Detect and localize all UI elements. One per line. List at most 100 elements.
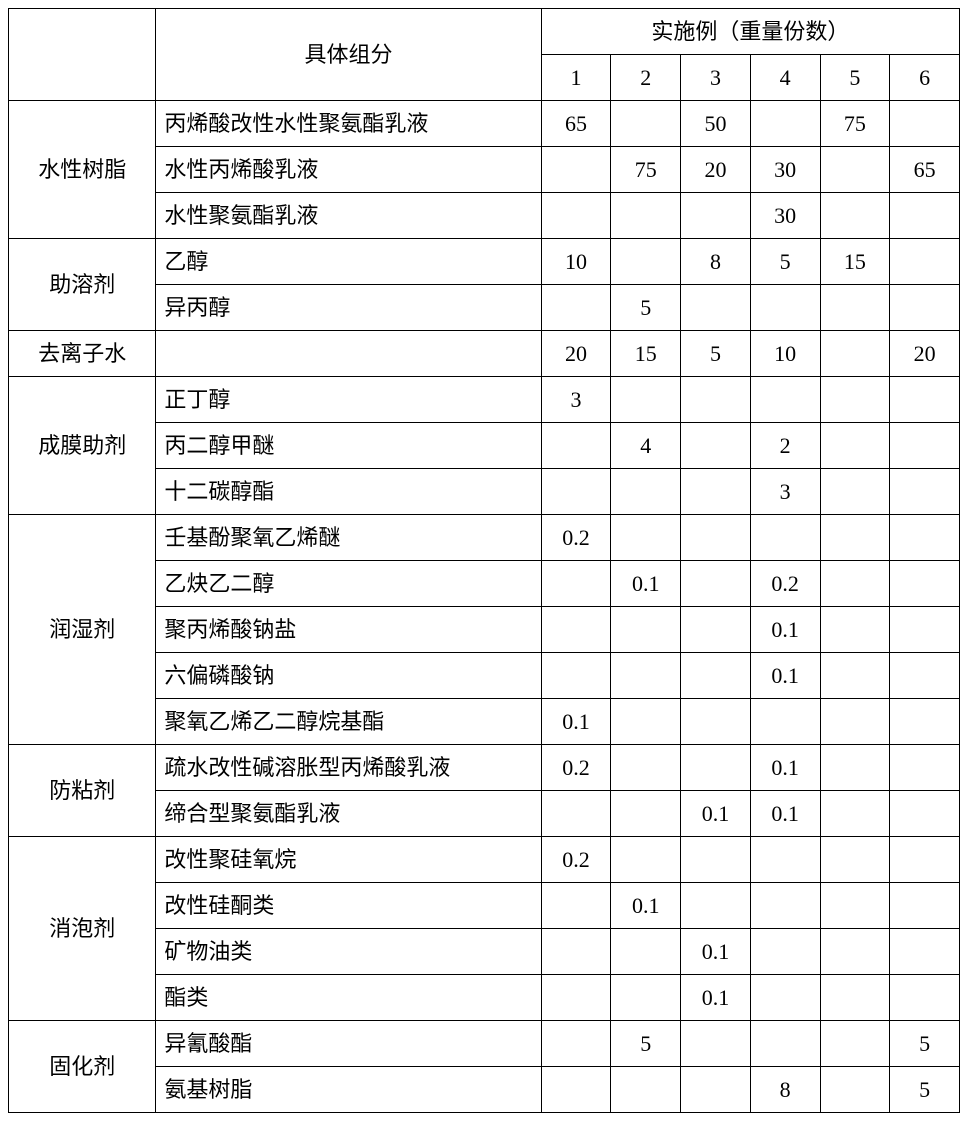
table-body: 水性树脂丙烯酸改性水性聚氨酯乳液655075水性丙烯酸乳液75203065水性聚… (9, 101, 960, 1113)
value-cell: 20 (541, 331, 611, 377)
table-row: 去离子水201551020 (9, 331, 960, 377)
value-cell: 5 (890, 1067, 960, 1113)
value-cell: 50 (681, 101, 751, 147)
component-cell: 水性丙烯酸乳液 (156, 147, 541, 193)
table-row: 水性树脂丙烯酸改性水性聚氨酯乳液655075 (9, 101, 960, 147)
value-cell: 3 (541, 377, 611, 423)
value-cell (820, 515, 890, 561)
value-cell (611, 975, 681, 1021)
component-cell: 缔合型聚氨酯乳液 (156, 791, 541, 837)
component-cell: 丙烯酸改性水性聚氨酯乳液 (156, 101, 541, 147)
value-cell (681, 561, 751, 607)
value-cell (611, 101, 681, 147)
value-cell (820, 929, 890, 975)
value-cell (681, 285, 751, 331)
header-examples: 实施例（重量份数） (541, 9, 959, 55)
value-cell: 10 (750, 331, 820, 377)
value-cell: 15 (820, 239, 890, 285)
header-col-4: 4 (750, 55, 820, 101)
value-cell (611, 745, 681, 791)
value-cell (750, 929, 820, 975)
value-cell: 20 (681, 147, 751, 193)
header-col-1: 1 (541, 55, 611, 101)
value-cell (681, 1021, 751, 1067)
value-cell (750, 101, 820, 147)
component-cell: 改性聚硅氧烷 (156, 837, 541, 883)
value-cell (890, 607, 960, 653)
component-cell: 矿物油类 (156, 929, 541, 975)
value-cell: 0.1 (541, 699, 611, 745)
value-cell (681, 377, 751, 423)
value-cell: 15 (611, 331, 681, 377)
value-cell (681, 699, 751, 745)
value-cell (820, 883, 890, 929)
value-cell: 10 (541, 239, 611, 285)
value-cell (541, 607, 611, 653)
value-cell (681, 469, 751, 515)
table-row: 成膜助剂正丁醇3 (9, 377, 960, 423)
value-cell (681, 745, 751, 791)
value-cell: 3 (750, 469, 820, 515)
value-cell (890, 561, 960, 607)
category-cell: 消泡剂 (9, 837, 156, 1021)
component-cell: 疏水改性碱溶胀型丙烯酸乳液 (156, 745, 541, 791)
value-cell (681, 1067, 751, 1113)
value-cell: 0.1 (611, 561, 681, 607)
value-cell (890, 791, 960, 837)
value-cell (890, 193, 960, 239)
value-cell (750, 883, 820, 929)
value-cell (890, 699, 960, 745)
value-cell: 0.2 (541, 837, 611, 883)
value-cell: 4 (611, 423, 681, 469)
value-cell: 0.1 (750, 791, 820, 837)
component-cell: 聚丙烯酸钠盐 (156, 607, 541, 653)
value-cell: 5 (611, 285, 681, 331)
category-cell: 助溶剂 (9, 239, 156, 331)
value-cell (681, 837, 751, 883)
value-cell (541, 469, 611, 515)
value-cell (681, 607, 751, 653)
value-cell (890, 515, 960, 561)
value-cell (541, 1067, 611, 1113)
table-header: 具体组分 实施例（重量份数） 1 2 3 4 5 6 (9, 9, 960, 101)
value-cell (611, 239, 681, 285)
value-cell (611, 837, 681, 883)
value-cell (890, 883, 960, 929)
value-cell: 20 (890, 331, 960, 377)
value-cell (750, 975, 820, 1021)
value-cell: 0.1 (750, 607, 820, 653)
value-cell (611, 193, 681, 239)
value-cell: 30 (750, 147, 820, 193)
value-cell: 0.1 (611, 883, 681, 929)
value-cell (820, 975, 890, 1021)
value-cell (890, 239, 960, 285)
component-cell: 异氰酸酯 (156, 1021, 541, 1067)
value-cell (890, 285, 960, 331)
value-cell (820, 331, 890, 377)
value-cell (820, 607, 890, 653)
value-cell (750, 285, 820, 331)
value-cell: 0.2 (541, 515, 611, 561)
value-cell (750, 1021, 820, 1067)
header-col-6: 6 (890, 55, 960, 101)
composition-table: 具体组分 实施例（重量份数） 1 2 3 4 5 6 水性树脂丙烯酸改性水性聚氨… (8, 8, 960, 1113)
component-cell: 氨基树脂 (156, 1067, 541, 1113)
value-cell (750, 377, 820, 423)
value-cell: 30 (750, 193, 820, 239)
value-cell (890, 469, 960, 515)
value-cell (820, 285, 890, 331)
header-col-2: 2 (611, 55, 681, 101)
value-cell: 8 (750, 1067, 820, 1113)
value-cell (820, 147, 890, 193)
value-cell (611, 377, 681, 423)
value-cell (890, 745, 960, 791)
value-cell (681, 883, 751, 929)
value-cell: 5 (750, 239, 820, 285)
value-cell (541, 561, 611, 607)
header-blank (9, 9, 156, 101)
component-cell: 水性聚氨酯乳液 (156, 193, 541, 239)
value-cell (541, 975, 611, 1021)
value-cell (820, 699, 890, 745)
value-cell (890, 423, 960, 469)
value-cell (681, 193, 751, 239)
